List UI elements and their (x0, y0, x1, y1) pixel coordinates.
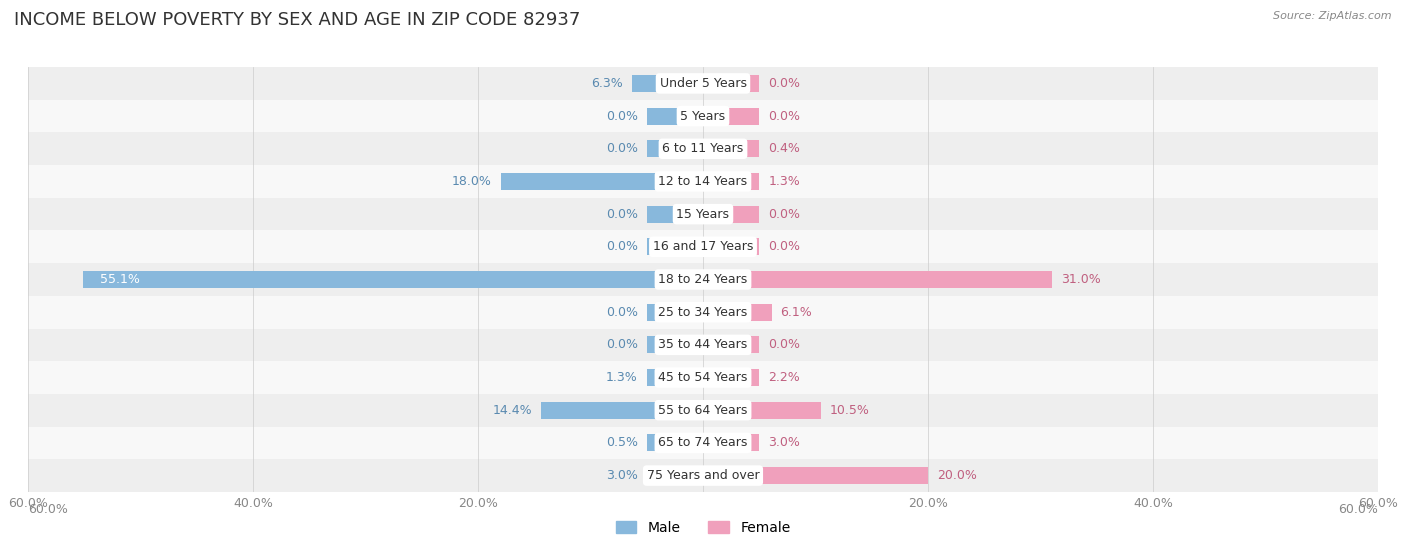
Text: Under 5 Years: Under 5 Years (659, 77, 747, 90)
Text: 20.0%: 20.0% (936, 469, 977, 482)
Bar (501, 173, 703, 190)
Text: 6.1%: 6.1% (780, 306, 813, 319)
Text: 15 Years: 15 Years (676, 207, 730, 221)
Text: 0.4%: 0.4% (768, 143, 800, 155)
Text: 60.0%: 60.0% (1339, 503, 1378, 517)
Text: 55 to 64 Years: 55 to 64 Years (658, 404, 748, 416)
Text: 1.3%: 1.3% (606, 371, 638, 384)
Bar (28, 296, 1378, 329)
Bar (703, 337, 759, 353)
Bar (647, 206, 703, 222)
Bar (703, 304, 772, 321)
Bar (647, 467, 703, 484)
Bar (703, 271, 1052, 288)
Bar (28, 459, 1378, 492)
Bar (28, 100, 1378, 132)
Text: 35 to 44 Years: 35 to 44 Years (658, 338, 748, 352)
Bar (28, 361, 1378, 394)
Text: 0.0%: 0.0% (606, 306, 638, 319)
Text: 0.0%: 0.0% (606, 207, 638, 221)
Bar (28, 394, 1378, 427)
Text: 6 to 11 Years: 6 to 11 Years (662, 143, 744, 155)
Bar (647, 238, 703, 255)
Bar (647, 434, 703, 452)
Bar (703, 107, 759, 125)
Bar (28, 263, 1378, 296)
Text: 18.0%: 18.0% (451, 175, 492, 188)
Bar (703, 434, 759, 452)
Bar (703, 402, 821, 419)
Text: 16 and 17 Years: 16 and 17 Years (652, 240, 754, 253)
Bar (541, 402, 703, 419)
Text: 0.0%: 0.0% (768, 207, 800, 221)
Text: 0.0%: 0.0% (606, 240, 638, 253)
Bar (703, 75, 759, 92)
Bar (83, 271, 703, 288)
Text: 45 to 54 Years: 45 to 54 Years (658, 371, 748, 384)
Text: 0.5%: 0.5% (606, 437, 638, 449)
Text: 6.3%: 6.3% (592, 77, 623, 90)
Bar (28, 198, 1378, 230)
Text: 18 to 24 Years: 18 to 24 Years (658, 273, 748, 286)
Bar (703, 173, 759, 190)
Bar (703, 238, 759, 255)
Bar (28, 132, 1378, 165)
Text: 31.0%: 31.0% (1060, 273, 1101, 286)
Text: 3.0%: 3.0% (768, 437, 800, 449)
Bar (703, 206, 759, 222)
Text: 0.0%: 0.0% (768, 338, 800, 352)
Bar (28, 165, 1378, 198)
Bar (633, 75, 703, 92)
Text: INCOME BELOW POVERTY BY SEX AND AGE IN ZIP CODE 82937: INCOME BELOW POVERTY BY SEX AND AGE IN Z… (14, 11, 581, 29)
Text: 0.0%: 0.0% (768, 110, 800, 122)
Text: 0.0%: 0.0% (768, 240, 800, 253)
Text: 0.0%: 0.0% (606, 110, 638, 122)
Text: 0.0%: 0.0% (606, 338, 638, 352)
Bar (647, 369, 703, 386)
Text: 55.1%: 55.1% (100, 273, 141, 286)
Text: 5 Years: 5 Years (681, 110, 725, 122)
Bar (703, 467, 928, 484)
Text: 0.0%: 0.0% (606, 143, 638, 155)
Text: 65 to 74 Years: 65 to 74 Years (658, 437, 748, 449)
Bar (28, 67, 1378, 100)
Bar (703, 369, 759, 386)
Text: 14.4%: 14.4% (492, 404, 531, 416)
Text: 2.2%: 2.2% (768, 371, 800, 384)
Bar (703, 140, 759, 157)
Bar (647, 337, 703, 353)
Text: 10.5%: 10.5% (830, 404, 870, 416)
Bar (647, 140, 703, 157)
Text: 75 Years and over: 75 Years and over (647, 469, 759, 482)
Bar (647, 304, 703, 321)
Bar (28, 230, 1378, 263)
Text: Source: ZipAtlas.com: Source: ZipAtlas.com (1274, 11, 1392, 21)
Bar (647, 107, 703, 125)
Bar (28, 427, 1378, 459)
Legend: Male, Female: Male, Female (610, 515, 796, 540)
Text: 60.0%: 60.0% (28, 503, 67, 517)
Text: 25 to 34 Years: 25 to 34 Years (658, 306, 748, 319)
Text: 3.0%: 3.0% (606, 469, 638, 482)
Bar (28, 329, 1378, 361)
Text: 1.3%: 1.3% (768, 175, 800, 188)
Text: 12 to 14 Years: 12 to 14 Years (658, 175, 748, 188)
Text: 0.0%: 0.0% (768, 77, 800, 90)
